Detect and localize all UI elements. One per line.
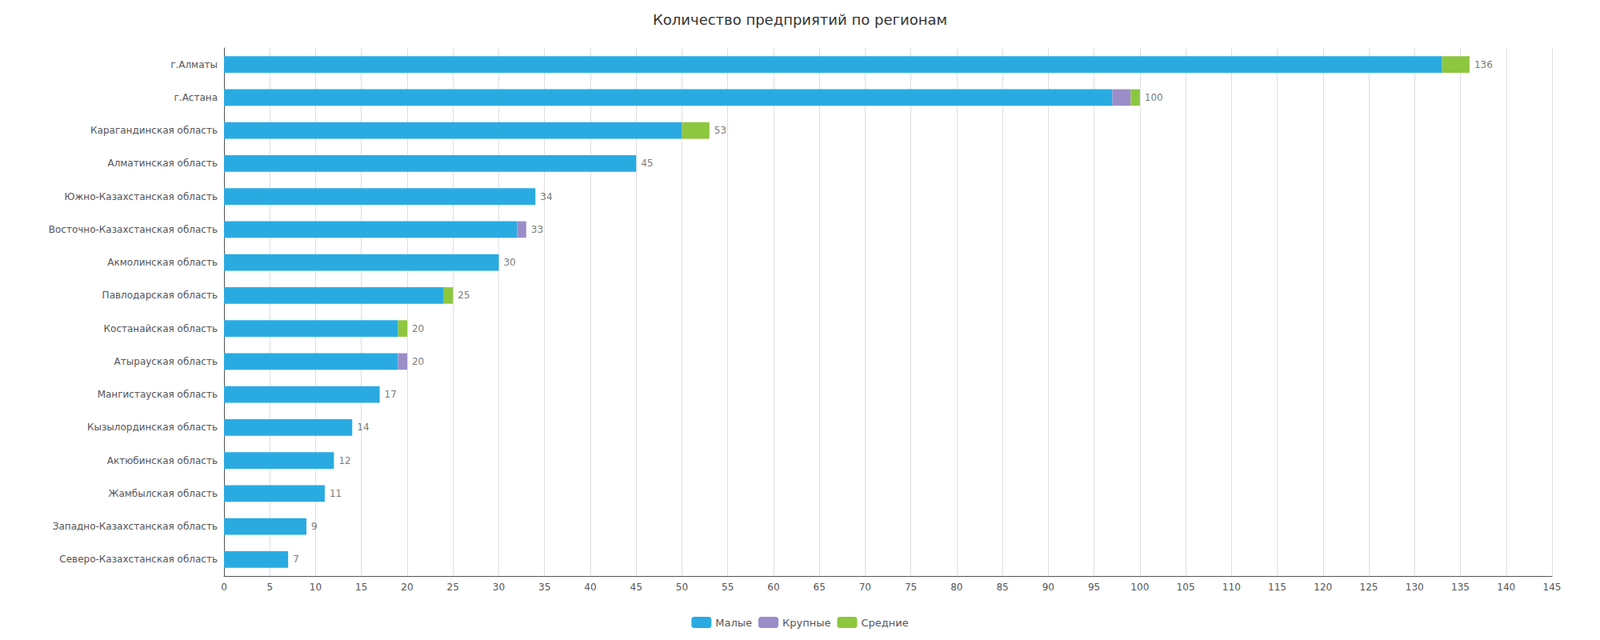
svg-text:25: 25 [447, 581, 460, 593]
svg-text:20: 20 [400, 581, 413, 593]
svg-text:50: 50 [676, 581, 688, 593]
svg-text:7: 7 [292, 553, 300, 565]
svg-text:70: 70 [859, 581, 872, 593]
svg-text:10: 10 [309, 581, 322, 593]
svg-text:100: 100 [1144, 92, 1164, 104]
svg-text:9: 9 [311, 520, 318, 532]
svg-text:90: 90 [1042, 581, 1055, 593]
svg-text:110: 110 [1222, 581, 1241, 593]
svg-text:55: 55 [721, 581, 734, 593]
svg-text:33: 33 [531, 224, 544, 236]
svg-text:Актюбинская область: Актюбинская область [107, 455, 218, 467]
svg-text:100: 100 [1130, 581, 1149, 593]
svg-text:125: 125 [1360, 581, 1379, 593]
svg-text:Кызылординская область: Кызылординская область [87, 421, 218, 433]
svg-text:20: 20 [412, 356, 424, 368]
svg-text:105: 105 [1176, 581, 1196, 593]
svg-text:45: 45 [640, 157, 653, 169]
svg-text:Южно-Казахстанская область: Южно-Казахстанская область [64, 191, 218, 203]
svg-text:17: 17 [384, 388, 397, 400]
svg-text:95: 95 [1088, 581, 1100, 593]
svg-text:145: 145 [1543, 581, 1562, 593]
svg-text:Алматинская область: Алматинская область [107, 157, 218, 169]
svg-text:14: 14 [356, 421, 369, 433]
svg-text:15: 15 [355, 581, 368, 593]
svg-text:Малые: Малые [715, 616, 752, 629]
svg-text:Акмолинская область: Акмолинская область [107, 256, 218, 268]
svg-text:45: 45 [630, 581, 643, 593]
svg-text:25: 25 [457, 289, 470, 301]
svg-text:136: 136 [1474, 59, 1493, 71]
svg-text:Восточно-Казахстанская область: Восточно-Казахстанская область [48, 224, 218, 236]
svg-text:Западно-Казахстанская область: Западно-Казахстанская область [52, 520, 218, 532]
svg-text:г.Астана: г.Астана [174, 92, 218, 104]
svg-text:г.Алматы: г.Алматы [170, 59, 218, 71]
svg-text:53: 53 [714, 124, 727, 136]
svg-text:130: 130 [1405, 581, 1424, 593]
svg-text:20: 20 [412, 323, 424, 335]
svg-text:Количество предприятий по реги: Количество предприятий по регионам [652, 11, 948, 28]
svg-text:Жамбылская область: Жамбылская область [108, 488, 218, 500]
svg-text:Мангистауская область: Мангистауская область [97, 388, 218, 400]
svg-text:34: 34 [540, 191, 552, 203]
svg-text:35: 35 [538, 581, 551, 593]
svg-text:140: 140 [1496, 581, 1516, 593]
svg-text:80: 80 [950, 581, 963, 593]
svg-text:75: 75 [904, 581, 917, 593]
svg-text:65: 65 [812, 581, 825, 593]
svg-text:Крупные: Крупные [782, 616, 831, 629]
svg-text:30: 30 [492, 581, 505, 593]
svg-text:120: 120 [1313, 581, 1332, 593]
svg-text:135: 135 [1451, 581, 1470, 593]
svg-text:85: 85 [996, 581, 1008, 593]
svg-text:40: 40 [584, 581, 596, 593]
svg-text:11: 11 [329, 488, 342, 500]
svg-text:Северо-Казахстанская область: Северо-Казахстанская область [59, 553, 218, 565]
svg-text:115: 115 [1268, 581, 1287, 593]
svg-text:Костанайская область: Костанайская область [104, 323, 218, 335]
svg-text:Павлодарская область: Павлодарская область [102, 289, 218, 301]
svg-text:Средние: Средние [860, 616, 908, 629]
svg-text:Атырауская область: Атырауская область [114, 356, 218, 368]
svg-text:60: 60 [767, 581, 780, 593]
svg-text:Карагандинская область: Карагандинская область [90, 124, 218, 136]
svg-text:0: 0 [220, 581, 228, 593]
svg-text:12: 12 [338, 455, 351, 467]
svg-text:30: 30 [503, 256, 516, 268]
svg-text:5: 5 [266, 581, 273, 593]
